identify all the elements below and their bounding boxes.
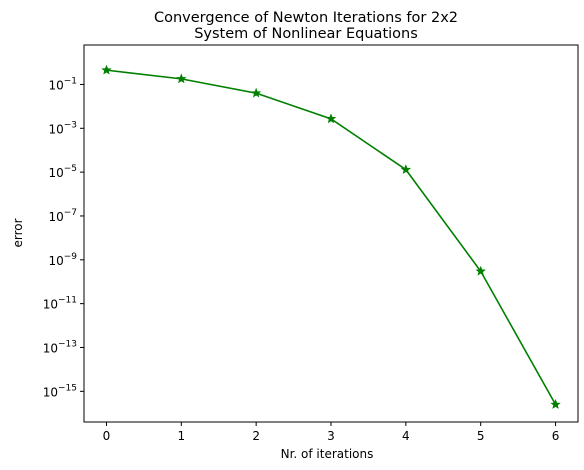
x-tick-label: 5: [477, 429, 485, 443]
data-point-star-marker: [325, 113, 337, 124]
y-tick-label: 10−11: [43, 296, 77, 312]
data-point-star-marker: [400, 164, 411, 175]
y-tick-label: 10−7: [48, 208, 77, 224]
x-tick-label: 6: [552, 429, 560, 443]
data-point-star-marker: [176, 73, 187, 84]
y-tick-label: 10−3: [48, 120, 77, 136]
series-layer: [101, 64, 561, 409]
y-axis-label: error: [11, 218, 25, 247]
y-tick-label: 10−9: [48, 252, 77, 268]
x-tick-label: 1: [177, 429, 185, 443]
x-axis-label: Nr. of iterations: [281, 447, 374, 461]
y-tick-label: 10−15: [43, 383, 77, 399]
y-tick-label: 10−13: [43, 339, 77, 355]
x-tick-label: 3: [327, 429, 335, 443]
y-tick-label: 10−5: [48, 164, 77, 180]
chart-title-line-2: System of Nonlinear Equations: [194, 26, 418, 42]
data-point-star-marker: [101, 64, 112, 75]
x-tick-label: 4: [402, 429, 410, 443]
x-axis: 0 1 2 3 4 5 6: [103, 422, 560, 443]
plot-area: [83, 44, 579, 423]
x-tick-label: 2: [252, 429, 260, 443]
data-point-star-marker: [475, 265, 486, 276]
data-point-star-marker: [251, 87, 262, 98]
chart-title-line-1: Convergence of Newton Iterations for 2x2: [154, 10, 458, 26]
x-tick-label: 0: [103, 429, 111, 443]
y-axis: 10−15 10−13 10−11 10−9 10−7 10−5 10−3 10−1: [43, 76, 84, 399]
y-tick-label: 10−1: [48, 76, 77, 92]
data-point-star-marker: [550, 399, 561, 409]
